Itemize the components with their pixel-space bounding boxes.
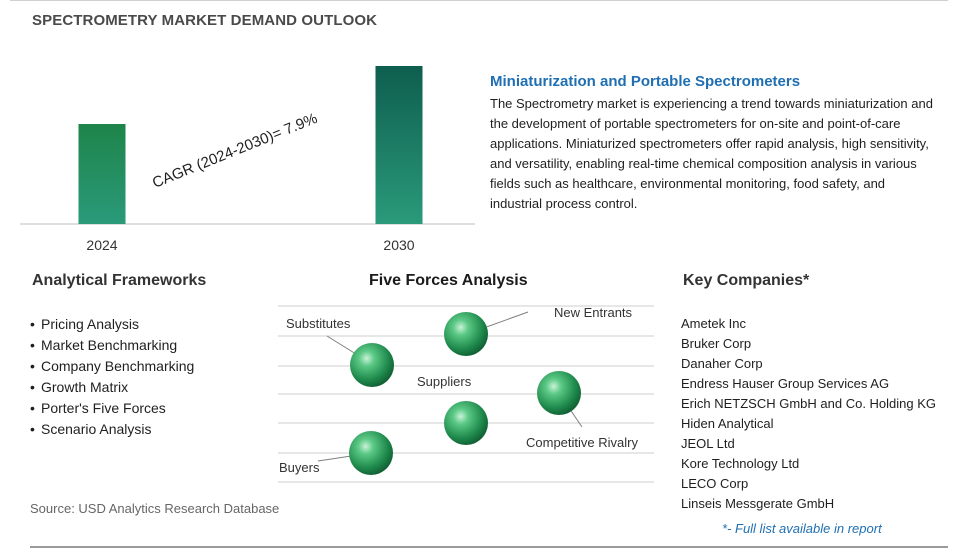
buyers-sphere: [349, 431, 393, 475]
frameworks-title: Analytical Frameworks: [32, 272, 207, 289]
force-label-buyers: Buyers: [279, 460, 320, 475]
force-label-substitutes: Substitutes: [286, 316, 351, 331]
bottom-divider: [30, 546, 948, 548]
x-tick-label: 2024: [86, 237, 117, 253]
bar-2024: [78, 124, 126, 224]
company-item: LECO Corp: [681, 476, 749, 491]
full-list-note: *- Full list available in report: [722, 521, 882, 536]
companies-list: Ametek Inc Bruker Corp Danaher Corp Endr…: [681, 314, 936, 514]
framework-item: • Company Benchmarking: [30, 358, 195, 374]
companies-title: Key Companies*: [683, 272, 810, 289]
company-item: Endress Hauser Group Services AG: [681, 376, 890, 391]
trend-title: Miniaturization and Portable Spectromete…: [490, 73, 801, 90]
company-item: Bruker Corp: [681, 336, 752, 351]
trend-description: The Spectrometry market is experiencing …: [490, 96, 933, 211]
five-forces-title: Five Forces Analysis: [369, 272, 528, 289]
company-item: Ametek Inc: [681, 316, 747, 331]
force-label-suppliers: Suppliers: [417, 374, 472, 389]
suppliers-sphere: [444, 401, 488, 445]
top-divider: [10, 0, 948, 1]
company-item: JEOL Ltd: [681, 436, 735, 451]
framework-item: • Growth Matrix: [30, 379, 129, 395]
frameworks-list: • Pricing Analysis • Market Benchmarking •…: [30, 314, 194, 440]
force-label-new-entrants: New Entrants: [554, 305, 633, 320]
force-label-competitive-rivalry: Competitive Rivalry: [526, 435, 638, 450]
bar-chart: 2024 2030: [20, 66, 475, 253]
company-item: Kore Technology Ltd: [681, 456, 800, 471]
framework-item: • Pricing Analysis: [30, 316, 140, 332]
framework-item: • Porter's Five Forces: [30, 400, 166, 416]
substitutes-sphere: [350, 343, 394, 387]
x-tick-label: 2030: [383, 237, 414, 253]
source-note: Source: USD Analytics Research Database: [30, 501, 280, 516]
bar-2030: [375, 66, 423, 224]
competitive-rivalry-sphere: [537, 371, 581, 415]
framework-item: • Market Benchmarking: [30, 337, 178, 353]
company-item: Linseis Messgerate GmbH: [681, 496, 835, 511]
company-item: Danaher Corp: [681, 356, 763, 371]
five-forces-diagram: [278, 305, 654, 483]
company-item: Hiden Analytical: [681, 416, 774, 431]
framework-item: • Scenario Analysis: [30, 421, 152, 437]
page-title: SPECTROMETRY MARKET DEMAND OUTLOOK: [32, 12, 378, 29]
new-entrants-sphere: [444, 312, 488, 356]
company-item: Erich NETZSCH GmbH and Co. Holding KG: [681, 396, 937, 411]
